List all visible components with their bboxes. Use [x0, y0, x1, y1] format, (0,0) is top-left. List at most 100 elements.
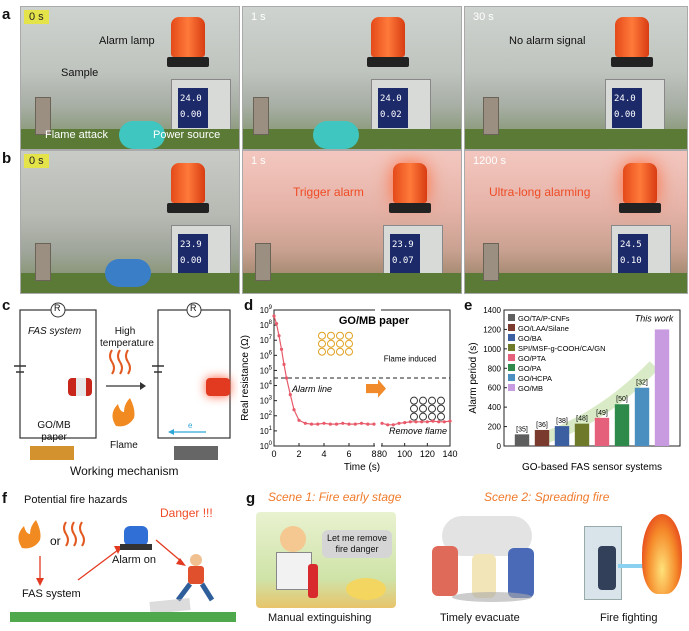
- panel-label-e: e: [464, 297, 473, 314]
- panel-label-d: d: [244, 297, 254, 314]
- label-fas-system-f: FAS system: [22, 588, 81, 600]
- label-high-temperature: High temperature: [100, 326, 154, 349]
- label-scene-1: Scene 1: Fire early stage: [268, 490, 402, 504]
- label-scene-2: Scene 2: Spreading fire: [484, 490, 610, 504]
- fire-hazard-diagram: [10, 520, 236, 622]
- bar-go-pta: [594, 417, 610, 446]
- x-tick-label: 80: [377, 449, 387, 459]
- lattice-ring-gomb: [345, 339, 353, 348]
- label-danger: Danger !!!: [160, 506, 213, 520]
- bar-go-laa-silane: [534, 429, 550, 446]
- label-electron: e: [188, 421, 193, 430]
- lattice-ring-gomb: [318, 339, 326, 348]
- x-axis-label: Time (s): [344, 462, 380, 473]
- voltage-readout: 23.9: [180, 240, 202, 250]
- caption-timely-evacuate: Timely evacuate: [440, 612, 520, 624]
- alarm-period-chart: 0 200 400 600 800 1000 1200 1400 Alarm period (s…: [468, 306, 681, 473]
- building-model: [483, 243, 499, 281]
- legend-swatch: [508, 314, 515, 321]
- ground-strip: [10, 612, 236, 622]
- time-badge: 30 s: [473, 11, 494, 23]
- x-tick-label: 2: [296, 449, 301, 459]
- label-power-source: Power source: [153, 129, 221, 141]
- bar-go-mb: [654, 329, 670, 446]
- x-axis-label: GO-based FAS sensor systems: [522, 462, 662, 473]
- x-tick-label: 4: [321, 449, 326, 459]
- runner-icon: [188, 566, 204, 584]
- lattice-ring-gomb: [336, 347, 344, 356]
- lattice-ring-gomb: [336, 331, 344, 340]
- lattice-ring-rgo: [428, 404, 436, 413]
- legend-swatch: [508, 364, 515, 371]
- label-fas-system: FAS system: [28, 326, 82, 337]
- x-tick-label: 140: [442, 449, 457, 459]
- x-tick-label: 120: [420, 449, 435, 459]
- panel-label-g: g: [246, 490, 256, 507]
- time-badge: 1200 s: [473, 155, 507, 167]
- bar-go-hcpa: [634, 387, 650, 446]
- y-tick-label: 106: [260, 350, 273, 360]
- photo-b-1200s: 1200 s Ultra-long alarming 24.5 0.10: [464, 150, 688, 294]
- building-model: [35, 97, 51, 135]
- label-flame-attack: Flame attack: [45, 129, 108, 141]
- glove-icon: [119, 121, 165, 149]
- lattice-ring-gomb: [336, 339, 344, 348]
- big-flame-icon: [642, 514, 682, 594]
- axis-break-bottom: [375, 443, 381, 449]
- voltage-readout: 24.5: [620, 240, 642, 250]
- voltage-readout: 23.9: [392, 240, 414, 250]
- y-tick-label: 103: [260, 396, 273, 406]
- label-paper: GO/MB paper: [37, 420, 71, 443]
- panel-label-c: c: [2, 297, 11, 314]
- voltage-readout: 24.0: [614, 94, 636, 104]
- y-tick-label: 1000: [483, 345, 501, 354]
- alarm-lamp-icon: [619, 163, 661, 213]
- caption-manual-extinguishing: Manual extinguishing: [268, 612, 372, 624]
- remove-flame-label: Remove flame: [389, 426, 447, 436]
- bar-ref-label: [50]: [616, 396, 628, 403]
- x-tick-label: 8: [371, 449, 376, 459]
- lattice-ring-rgo: [410, 404, 418, 413]
- voltage-readout: 24.0: [380, 94, 402, 104]
- y-tick-label: 1400: [483, 306, 501, 315]
- lattice-ring-rgo: [437, 412, 445, 421]
- panel-label-f: f: [2, 490, 7, 507]
- building-model: [35, 243, 51, 281]
- y-tick-label: 108: [260, 320, 273, 330]
- this-work-label: This work: [635, 313, 674, 323]
- y-tick-label: 400: [488, 403, 502, 412]
- time-badge: 0 s: [24, 10, 49, 24]
- building-model: [253, 97, 269, 135]
- x-tick-label: 0: [271, 449, 276, 459]
- resistance-series-line: [381, 420, 451, 426]
- lattice-ring-gomb: [327, 339, 335, 348]
- building-model: [255, 243, 271, 281]
- alarm-lamp-icon: [167, 17, 209, 67]
- label-no-alarm: No alarm signal: [509, 35, 586, 47]
- photo-a-30s: 30 s No alarm signal 24.0 0.00: [464, 6, 688, 150]
- lattice-ring-rgo: [419, 404, 427, 413]
- lattice-ring-gomb: [318, 347, 326, 356]
- bar-ref-label: [36]: [536, 422, 548, 429]
- scene-extinguishing: Let me remove fire danger: [256, 512, 396, 608]
- y-axis-label: Real resistance (Ω): [240, 335, 251, 421]
- bar-go-ba: [554, 426, 570, 446]
- alarm-lamp-icon: [167, 163, 209, 213]
- chart-title: GO/MB paper: [339, 315, 410, 327]
- y-tick-label: 200: [488, 423, 502, 432]
- current-readout: 0.10: [620, 256, 642, 266]
- lattice-ring-rgo: [437, 396, 445, 405]
- label-flame: Flame: [110, 440, 138, 451]
- voltage-readout: 24.0: [180, 94, 202, 104]
- legend-swatch: [508, 374, 515, 381]
- lattice-ring-gomb: [327, 331, 335, 340]
- legend-label: SPI/MSF-g-COOH/CA/GN: [518, 344, 606, 353]
- label-potential-fire-hazards: Potential fire hazards: [24, 494, 128, 506]
- glove-icon: [105, 259, 151, 287]
- resistor-symbol-right: R: [190, 303, 197, 313]
- label-alarm-lamp: Alarm lamp: [99, 35, 155, 47]
- bar-go-pa: [614, 404, 630, 446]
- legend-label: GO/TA/P-CNFs: [518, 314, 570, 323]
- legend-swatch: [508, 384, 515, 391]
- y-tick-label: 1200: [483, 325, 501, 334]
